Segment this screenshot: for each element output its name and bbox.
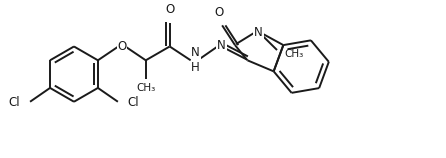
Text: N
H: N H [191,46,200,74]
Text: Cl: Cl [128,96,140,109]
Text: O: O [215,6,224,19]
Text: CH₃: CH₃ [136,83,155,93]
Text: O: O [117,40,127,53]
Text: O: O [165,3,174,16]
Text: N: N [254,26,263,39]
Text: CH₃: CH₃ [284,49,303,59]
Text: Cl: Cl [8,96,20,109]
Text: N: N [217,39,226,52]
